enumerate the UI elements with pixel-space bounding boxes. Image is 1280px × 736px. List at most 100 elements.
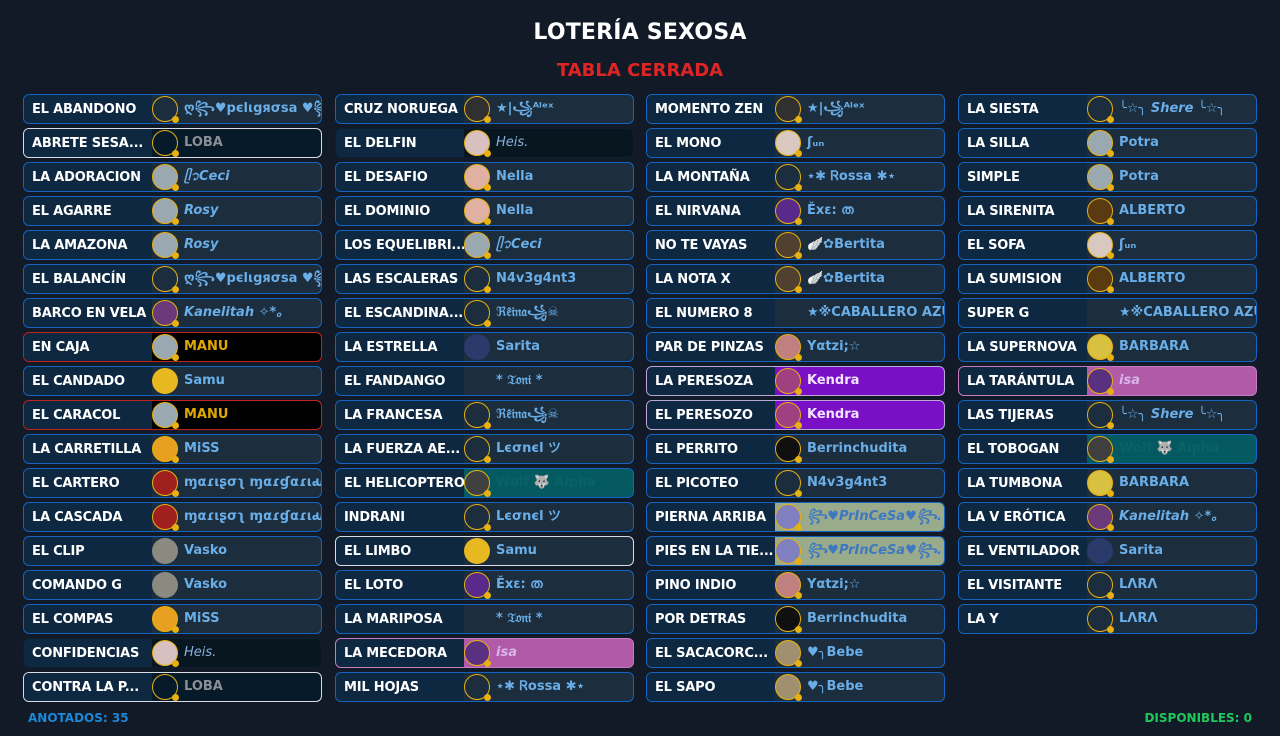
avatar [152,266,179,293]
lottery-card[interactable]: LA ADORACION ᥫ᭡Ceci [23,162,322,192]
lottery-card[interactable]: LAS ESCALERAS N4v3g4nt3 [335,264,634,294]
player-name: MiSS [184,611,220,626]
lottery-card[interactable]: COMANDO G Vasko [23,570,322,600]
lottery-card[interactable]: EL VENTILADOR Sarita [958,536,1257,566]
player-name: ʃᵤₙ [1119,237,1137,252]
lottery-card[interactable]: LA TUMBONA BARBARA [958,468,1257,498]
lottery-card[interactable]: SIMPLE Potra [958,162,1257,192]
lottery-card[interactable]: INDRANI Lєσnєl ツ [335,502,634,532]
lottery-card[interactable]: EL PICOTEO N4v3g4nt3 [646,468,945,498]
lottery-card[interactable]: EL TOBOGAN Wolf 🐺 Alpha [958,434,1257,464]
avatar [775,130,802,157]
player-name: Sarita [1119,543,1163,558]
lottery-card[interactable]: EL HELICOPTERO Wolf 🐺 Alpha [335,468,634,498]
lottery-card[interactable]: LA V ERÓTICA Kanelitah ✧*。 [958,502,1257,532]
lottery-card[interactable]: LA AMAZONA Rosy [23,230,322,260]
lottery-card[interactable]: LA ESTRELLA Sarita [335,332,634,362]
lottery-card[interactable]: LA NOTA X 🪽✿Bertita [646,264,945,294]
lottery-card[interactable]: EL VISITANTE LΛRΛ [958,570,1257,600]
lottery-card[interactable]: EL DELFIN Heis. [335,128,634,158]
avatar [152,572,178,598]
lottery-card[interactable]: EL CARTERO ɱαɾιʂσʅ ɱαɾɠαɾιԃα [23,468,322,498]
avatar [775,674,802,701]
card-name: LA FUERZA AE... [336,435,464,463]
lottery-card[interactable]: CRUZ NORUEGA ★|꧁ᴬˡᵉˣ [335,94,634,124]
lottery-card[interactable]: LA CARRETILLA MiSS [23,434,322,464]
lottery-card[interactable]: EL PERRITO Berrinchudita [646,434,945,464]
lottery-card[interactable]: LA FUERZA AE... Lєσnєl ツ [335,434,634,464]
lottery-card[interactable]: LA MONTAÑA ⋆✱ Ꮢossa ✱⋆ [646,162,945,192]
avatar [1087,96,1114,123]
lottery-card[interactable]: EL BALANCÍN ღ꧂♥pєlιgяσsa ♥꧂ღ [23,264,322,294]
lottery-card[interactable]: LA SUMISION ALBERTO [958,264,1257,294]
lottery-card[interactable]: EN CAJA MANU [23,332,322,362]
lottery-card[interactable]: EL LOTO Ěxε: ത [335,570,634,600]
avatar [1087,538,1113,564]
lottery-card[interactable]: PINO INDIO Yαtzi;☆ [646,570,945,600]
player-name: MiSS [184,441,220,456]
card-name: PIES EN LA TIE... [647,537,775,565]
player-name: ᥫ᭡Ceci [496,237,542,252]
lottery-card[interactable]: EL MONO ʃᵤₙ [646,128,945,158]
lottery-card[interactable]: EL PERESOZO Kendra [646,400,945,430]
lottery-card[interactable]: EL LIMBO Samu [335,536,634,566]
lottery-card[interactable]: LA SILLA Potra [958,128,1257,158]
lottery-card[interactable]: LA TARÁNTULA isa [958,366,1257,396]
lottery-card[interactable]: EL CLIP Vasko [23,536,322,566]
lottery-card[interactable]: PIES EN LA TIE... ꧂♥PrInCeSa♥꧂. [646,536,945,566]
player-name: isa [496,645,517,660]
lottery-card[interactable]: LA PERESOZA Kendra [646,366,945,396]
lottery-card[interactable]: MOMENTO ZEN ★|꧁ᴬˡᵉˣ [646,94,945,124]
lottery-card[interactable]: CONFIDENCIAS Heis. [23,638,322,668]
lottery-card[interactable]: LA MARIPOSA * 𝔗𝔬𝔫𝔦 * [335,604,634,634]
lottery-card[interactable]: EL SACACORC... ♥╮Bebe [646,638,945,668]
avatar [775,606,802,633]
lottery-card[interactable]: CONTRA LA P... LOBA [23,672,322,702]
lottery-card[interactable]: LA CASCADA ɱαɾιʂσʅ ɱαɾɠαɾιԃα [23,502,322,532]
lottery-card[interactable]: LA SUPERNOVA BARBARA [958,332,1257,362]
lottery-card[interactable]: EL SAPO ♥╮Bebe [646,672,945,702]
card-name: EL PICOTEO [647,469,775,497]
lottery-card[interactable]: NO TE VAYAS 🪽✿Bertita [646,230,945,260]
avatar [1087,232,1114,259]
lottery-card[interactable]: EL CARACOL MANU [23,400,322,430]
player-name: Ěxε: ത [496,577,543,592]
lottery-card[interactable]: LAS TIJERAS ╰☆╮ Shere ╰☆╮ [958,400,1257,430]
player-name: Kanelitah ✧*。 [184,305,290,320]
card-name: LA MARIPOSA [336,605,464,633]
lottery-card[interactable]: LA SIESTA ╰☆╮ Shere ╰☆╮ [958,94,1257,124]
lottery-card[interactable]: PIERNA ARRIBA ꧂♥PrInCeSa♥꧂. [646,502,945,532]
lottery-card[interactable]: MIL HOJAS ⋆✱ Ꮢossa ✱⋆ [335,672,634,702]
lottery-card[interactable]: LA FRANCESA ℜ𝔢̂𝔦𝔫𝔞꧁☠ [335,400,634,430]
lottery-card[interactable]: LA SIRENITA ALBERTO [958,196,1257,226]
lottery-card[interactable]: EL DOMINIO Nella [335,196,634,226]
lottery-card[interactable]: ABRETE SESA... LOBA [23,128,322,158]
lottery-card[interactable]: LA MECEDORA isa [335,638,634,668]
lottery-card[interactable]: EL ESCANDINA... ℜ𝔢̂𝔦𝔫𝔞꧁☠ [335,298,634,328]
player-name: * 𝔗𝔬𝔫𝔦 * [496,611,543,626]
lottery-card[interactable]: EL COMPAS MiSS [23,604,322,634]
lottery-card[interactable]: SUPER G ★※CABALLERO AZUL [958,298,1257,328]
lottery-card[interactable]: PAR DE PINZAS Yαtzi;☆ [646,332,945,362]
avatar [152,606,179,633]
page-title: LOTERÍA SEXOSA [533,20,747,45]
card-name: PAR DE PINZAS [647,333,775,361]
lottery-card[interactable]: LA Y LΛRΛ [958,604,1257,634]
player-name: 🪽✿Bertita [807,271,885,286]
lottery-card[interactable]: EL CANDADO Samu [23,366,322,396]
lottery-card[interactable]: EL ABANDONO ღ꧂♥pєlιgяσsa ♥꧂ღ [23,94,322,124]
lottery-card[interactable]: EL NIRVANA Ěxε: ത [646,196,945,226]
lottery-card[interactable]: LOS EQUELIBRI... ᥫ᭡Ceci [335,230,634,260]
lottery-card[interactable]: EL DESAFIO Nella [335,162,634,192]
avatar [464,266,491,293]
card-name: PIERNA ARRIBA [647,503,775,531]
lottery-card[interactable]: EL SOFA ʃᵤₙ [958,230,1257,260]
player-name: ღ꧂♥pєlιgяσsa ♥꧂ღ [184,101,321,116]
lottery-card[interactable]: BARCO EN VELA Kanelitah ✧*。 [23,298,322,328]
lottery-card[interactable]: EL AGARRE Rosy [23,196,322,226]
lottery-card[interactable]: EL FANDANGO * 𝔗𝔬𝔫𝔦 * [335,366,634,396]
lottery-card[interactable]: POR DETRAS Berrinchudita [646,604,945,634]
lottery-card[interactable]: EL NUMERO 8 ★※CABALLERO AZUL [646,298,945,328]
card-name: EL CARACOL [24,401,152,429]
player-name: Kanelitah ✧*。 [1119,509,1225,524]
